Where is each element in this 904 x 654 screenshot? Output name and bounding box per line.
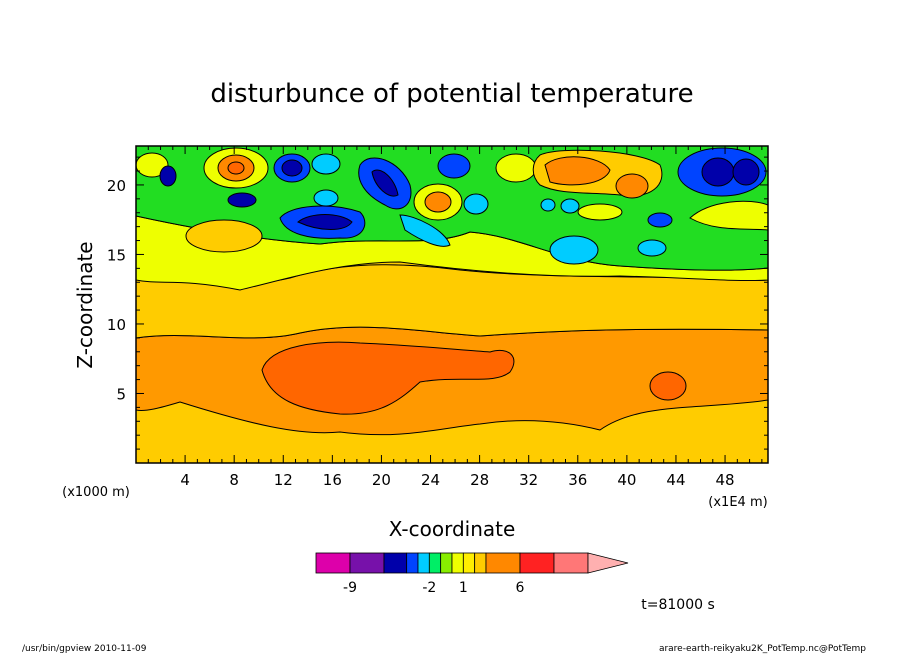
x-tick-label: 36 <box>568 471 587 489</box>
x-tick-label: 48 <box>716 471 735 489</box>
colorbar-swatch <box>417 552 430 574</box>
colorbar-swatch <box>428 552 442 574</box>
time-label: t=81000 s <box>641 597 715 613</box>
cell-orange <box>544 156 611 186</box>
x-tick-label: 12 <box>274 471 293 489</box>
cell-cyan <box>637 239 667 257</box>
y-tick-label: 20 <box>107 177 126 195</box>
cell-yellow <box>185 219 263 253</box>
cell-yellow <box>577 203 623 221</box>
footer-right: arare-earth-reikyaku2K_PotTemp.nc@PotTem… <box>659 644 866 654</box>
cell-blue <box>297 214 353 230</box>
y-tick-label: 10 <box>107 316 126 334</box>
cell-blue <box>647 212 673 228</box>
cell-blue <box>227 192 257 208</box>
cell-blue <box>371 169 399 197</box>
colorbar-swatch <box>462 552 476 574</box>
colorbar-label: -9 <box>343 580 357 596</box>
x-tick-label: 28 <box>470 471 489 489</box>
colorbar-swatch <box>440 552 453 574</box>
cell-cyan <box>463 193 489 215</box>
cell-yellow <box>136 152 169 178</box>
colorbar-swatch <box>315 552 351 574</box>
cell-cyan <box>540 198 556 212</box>
cell-cyan <box>549 235 599 265</box>
x-tick-label: 40 <box>617 471 636 489</box>
y-tick-label: 15 <box>107 246 126 264</box>
x-unit-label: (x1E4 m) <box>708 495 767 510</box>
cell-orange <box>615 173 649 199</box>
x-tick-label: 8 <box>229 471 239 489</box>
x-tick-label: 20 <box>372 471 391 489</box>
cell-blue <box>437 153 471 179</box>
colorbar-swatch <box>553 552 589 574</box>
colorbar-label: 6 <box>516 580 525 596</box>
cell-cyan <box>560 198 580 214</box>
cell-blue <box>732 158 760 186</box>
y-tick-label: 5 <box>116 385 126 403</box>
colorbar-swatch <box>519 552 555 574</box>
cell-core <box>227 161 245 175</box>
colorbar-swatch <box>451 552 464 574</box>
cell-blue <box>281 159 303 177</box>
warm-core-12-30 <box>261 341 515 415</box>
footer-left: /usr/bin/gpview 2010-11-09 <box>22 644 147 654</box>
colorbar-swatch <box>474 552 487 574</box>
colorbar: -9 -2 1 6 <box>315 552 629 596</box>
cell-cyan <box>313 189 339 207</box>
cell-yellow <box>495 153 537 183</box>
colorbar-extend-arrow <box>587 552 629 574</box>
y-unit-label: (x1000 m) <box>62 485 130 500</box>
colorbar-swatch <box>383 552 408 574</box>
cell-orange <box>424 191 452 213</box>
colorbar-swatch <box>349 552 385 574</box>
colorbar-swatch <box>485 552 521 574</box>
x-tick-label: 4 <box>180 471 190 489</box>
colorbar-label: 1 <box>459 580 468 596</box>
plot-area <box>136 146 768 463</box>
warm-core-43 <box>649 371 687 401</box>
plot-frame <box>135 145 769 464</box>
x-tick-label: 16 <box>323 471 342 489</box>
colorbar-swatch <box>406 552 419 574</box>
cell-blue <box>159 165 177 187</box>
cell-blue <box>701 157 735 187</box>
x-tick-label: 24 <box>421 471 440 489</box>
chart-title: disturbunce of potential temperature <box>210 79 693 109</box>
y-axis-label: Z-coordinate <box>73 241 97 368</box>
cell-yellow <box>689 200 768 231</box>
colorbar-label: -2 <box>422 580 436 596</box>
x-tick-label: 44 <box>666 471 685 489</box>
x-axis-label: X-coordinate <box>389 517 516 541</box>
cell-cyan <box>311 153 341 175</box>
x-tick-label: 32 <box>519 471 538 489</box>
cell-cyan <box>399 214 451 247</box>
